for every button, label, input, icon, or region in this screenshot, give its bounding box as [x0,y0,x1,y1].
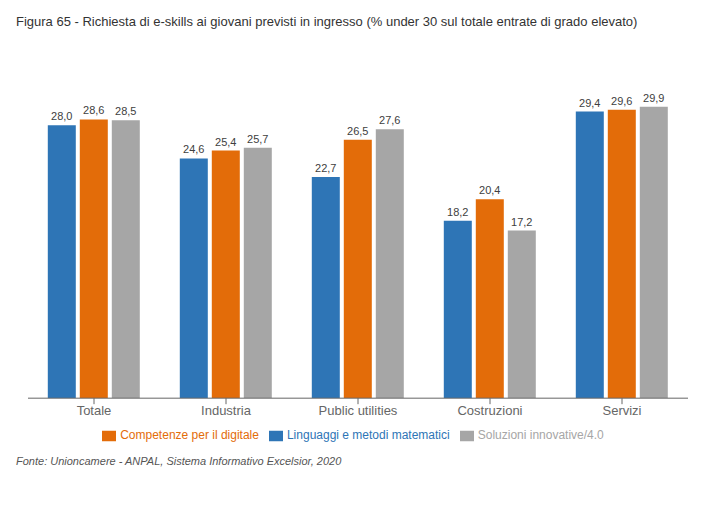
html-text:Figura 65 - Richiesta di e-ski: Figura 65 - Richiesta di e-skills ai gio… [16,14,638,29]
svg-text:25,4: 25,4 [215,136,236,148]
svg-text:27,6: 27,6 [379,114,400,126]
svg-text:29,4: 29,4 [579,97,600,109]
svg-text:Industria: Industria [201,403,252,418]
svg-text:28,6: 28,6 [83,104,104,116]
svg-text:Servizi: Servizi [602,403,641,418]
svg-text:28,0: 28,0 [51,110,72,122]
svg-text:25,7: 25,7 [247,133,268,145]
html-text:Competenze per il digitale: Competenze per il digitale [120,428,259,443]
svg-text:17,2: 17,2 [511,216,532,228]
html-text:Linguaggi e metodi matematici: Linguaggi e metodi matematici [286,428,450,443]
svg-text:Totale: Totale [77,403,112,418]
svg-text:Public utilities: Public utilities [319,403,398,418]
svg-text:28,5: 28,5 [115,105,136,117]
svg-text:18,2: 18,2 [447,206,468,218]
svg-text:22,7: 22,7 [315,162,336,174]
svg-text:26,5: 26,5 [347,125,368,137]
html-text:Fonte: Unioncamere - ANPAL, Si: Fonte: Unioncamere - ANPAL, Sistema Info… [16,455,342,467]
svg-text:20,4: 20,4 [479,184,500,196]
svg-text:24,6: 24,6 [183,143,204,155]
html-text:Soluzioni innovative/4.0: Soluzioni innovative/4.0 [477,428,604,443]
svg-text:Costruzioni: Costruzioni [457,403,522,418]
svg-text:29,6: 29,6 [611,95,632,107]
svg-text:29,9: 29,9 [643,92,664,104]
